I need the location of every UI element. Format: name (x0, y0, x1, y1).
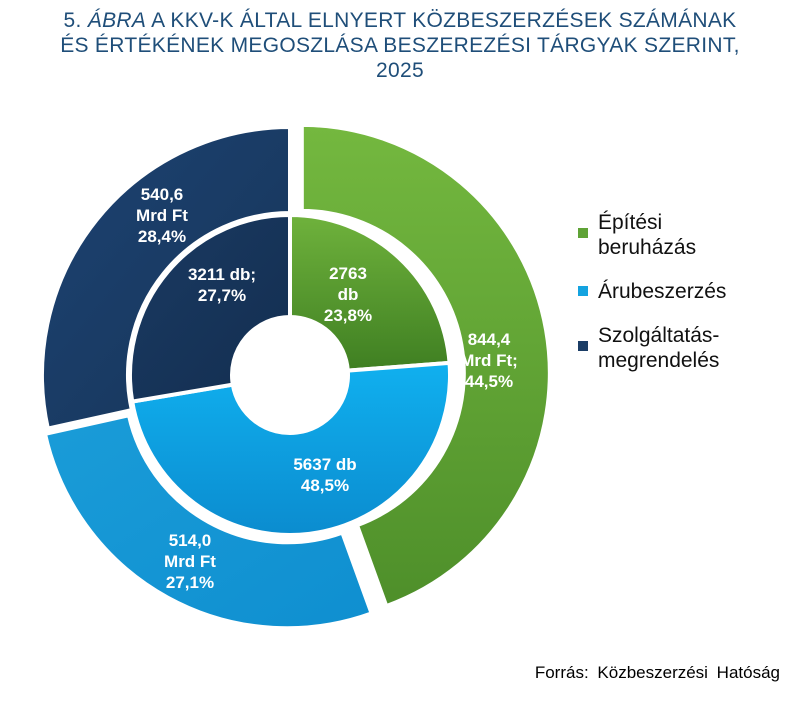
outer-label-epitesi-line-2: Mrd Ft; (460, 351, 518, 370)
inner-label-szolgaltatas-line-2: 27,7% (198, 286, 246, 305)
outer-label-aru-line-2: Mrd Ft (164, 552, 216, 571)
legend-label-epitesi-2: beruházás (598, 236, 697, 259)
legend-label-szolgaltatas-1: Szolgáltatás- (598, 324, 720, 347)
inner-label-epitesi-line-2: db (338, 285, 359, 304)
title-line-3: 2025 (376, 59, 424, 82)
title-line-2: ÉS ÉRTÉKÉNEK MEGOSZLÁSA BESZEREZÉSI TÁRG… (60, 34, 740, 57)
source-note: Forrás: Közbeszerzési Hatóság (534, 663, 780, 682)
outer-ring (40, 122, 552, 631)
inner-label-epitesi: 2763 db 23,8% (324, 264, 372, 325)
inner-label-szolgaltatas: 3211 db; 27,7% (188, 265, 256, 305)
inner-label-szolgaltatas-line-1: 3211 db; (188, 265, 256, 284)
outer-label-epitesi-line-1: 844,4 (468, 330, 511, 349)
title-number: 5. (63, 9, 82, 32)
title-line-1: 5. ÁBRA A KKV-K ÁLTAL ELNYERT KÖZBESZERZ… (0, 8, 800, 33)
legend-swatch-aru (578, 286, 588, 296)
inner-slice-szolgaltatas (128, 212, 292, 404)
chart-title: 5. ÁBRA A KKV-K ÁLTAL ELNYERT KÖZBESZERZ… (0, 8, 800, 83)
outer-label-aru-line-3: 27,1% (166, 573, 214, 592)
legend-swatch-szolgaltatas (578, 341, 588, 351)
legend-item-epitesi: Építési beruházás (578, 210, 788, 260)
inner-label-aru-line-1: 5637 db (293, 455, 356, 474)
legend-item-aru: Árubeszerzés (578, 279, 788, 304)
outer-label-szolgaltatas-line-1: 540,6 (141, 185, 184, 204)
ring-labels: 2763 db 23,8% 5637 db 48,5% 3211 db; 27,7% 844,… (136, 185, 518, 592)
legend: Építési beruházás Árubeszerzés Szolgálta… (578, 210, 788, 392)
legend-label-epitesi-1: Építési (598, 211, 663, 234)
outer-label-epitesi-line-3: 44,5% (465, 372, 513, 391)
inner-label-epitesi-line-3: 23,8% (324, 306, 372, 325)
outer-slice-aru (42, 412, 375, 631)
inner-slice-epitesi (288, 212, 452, 373)
inner-ring (128, 212, 452, 537)
legend-label-aru-1: Árubeszerzés (598, 280, 727, 303)
legend-swatch-epitesi (578, 228, 588, 238)
outer-slice-epitesi (299, 122, 552, 609)
outer-label-szolgaltatas-line-2: Mrd Ft (136, 206, 188, 225)
legend-item-szolgaltatas: Szolgáltatás- megrendelés (578, 323, 788, 373)
inner-label-aru: 5637 db 48,5% (293, 455, 356, 495)
inner-slice-aru (129, 360, 452, 537)
outer-label-szolgaltatas: 540,6 Mrd Ft 28,4% (136, 185, 188, 246)
outer-label-aru: 514,0 Mrd Ft 27,1% (164, 531, 216, 592)
title-abra: ÁBRA (87, 9, 147, 32)
title-line-1-text: A KKV-K ÁLTAL ELNYERT KÖZBESZERZÉSEK SZÁ… (151, 9, 737, 32)
outer-label-szolgaltatas-line-3: 28,4% (138, 227, 186, 246)
outer-label-epitesi: 844,4 Mrd Ft; 44,5% (460, 330, 518, 391)
legend-label-szolgaltatas-2: megrendelés (598, 349, 720, 372)
outer-label-aru-line-1: 514,0 (169, 531, 212, 550)
inner-label-aru-line-2: 48,5% (301, 476, 349, 495)
inner-label-epitesi-line-1: 2763 (329, 264, 367, 283)
